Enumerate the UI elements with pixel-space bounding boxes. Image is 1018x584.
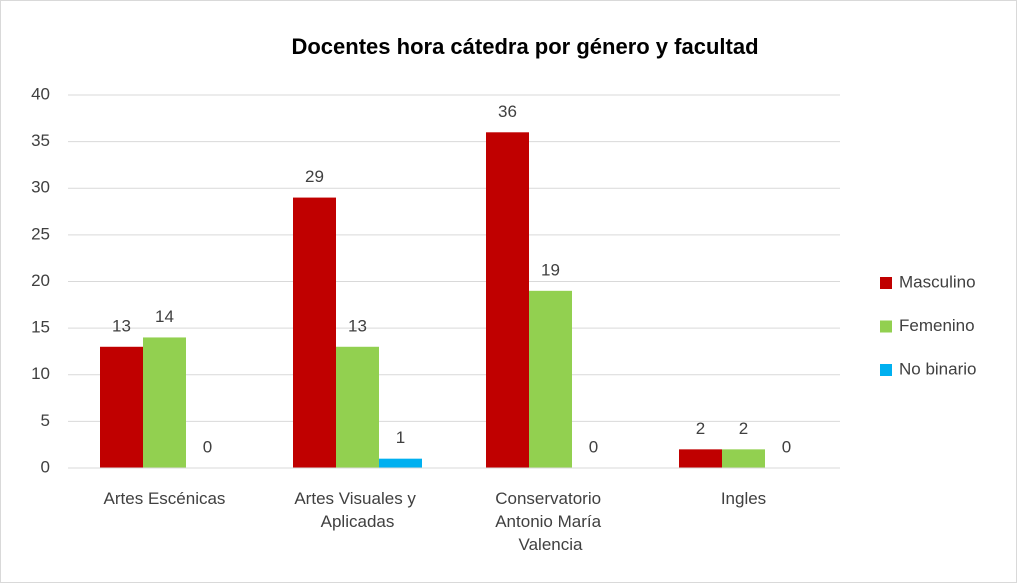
bar: [379, 458, 422, 468]
y-tick-label: 30: [31, 178, 50, 197]
legend-swatch: [880, 320, 892, 333]
y-tick-label: 40: [31, 84, 50, 103]
x-tick-label: Ingles: [721, 489, 766, 508]
bar: [293, 197, 336, 468]
data-label: 13: [112, 316, 131, 335]
y-tick-label: 5: [41, 411, 50, 430]
data-label: 0: [782, 437, 791, 456]
legend-swatch: [880, 364, 892, 376]
data-label: 19: [541, 260, 560, 279]
data-label: 2: [739, 419, 748, 438]
data-label: 13: [348, 316, 367, 335]
data-label: 0: [589, 437, 598, 456]
data-label: 14: [155, 307, 174, 326]
data-label: 2: [696, 419, 705, 438]
data-label: 1: [396, 428, 405, 447]
y-tick-label: 10: [31, 364, 50, 383]
bar: [143, 337, 186, 468]
bar: [722, 449, 765, 468]
y-tick-label: 0: [41, 457, 50, 476]
bar: [679, 449, 722, 468]
bar: [100, 346, 143, 468]
data-label: 29: [305, 167, 324, 186]
bar: [486, 132, 529, 469]
bar: [529, 290, 572, 468]
legend-swatch: [880, 277, 892, 289]
x-tick-label: Artes Visuales y Aplicadas: [294, 489, 420, 531]
legend-label: Masculino: [899, 272, 976, 291]
data-label: 0: [203, 437, 212, 456]
x-tick-label: Artes Escénicas: [104, 489, 226, 508]
data-label: 36: [498, 102, 517, 121]
chart-title: Docentes hora cátedra por género y facul…: [291, 34, 758, 59]
legend-label: Femenino: [899, 316, 975, 335]
y-tick-label: 15: [31, 318, 50, 337]
y-tick-label: 25: [31, 224, 50, 243]
legend-label: No binario: [899, 359, 977, 378]
x-tick-label: Conservatorio Antonio María Valencia: [495, 489, 606, 554]
bar: [336, 346, 379, 468]
y-tick-label: 20: [31, 271, 50, 290]
y-tick-label: 35: [31, 131, 50, 150]
